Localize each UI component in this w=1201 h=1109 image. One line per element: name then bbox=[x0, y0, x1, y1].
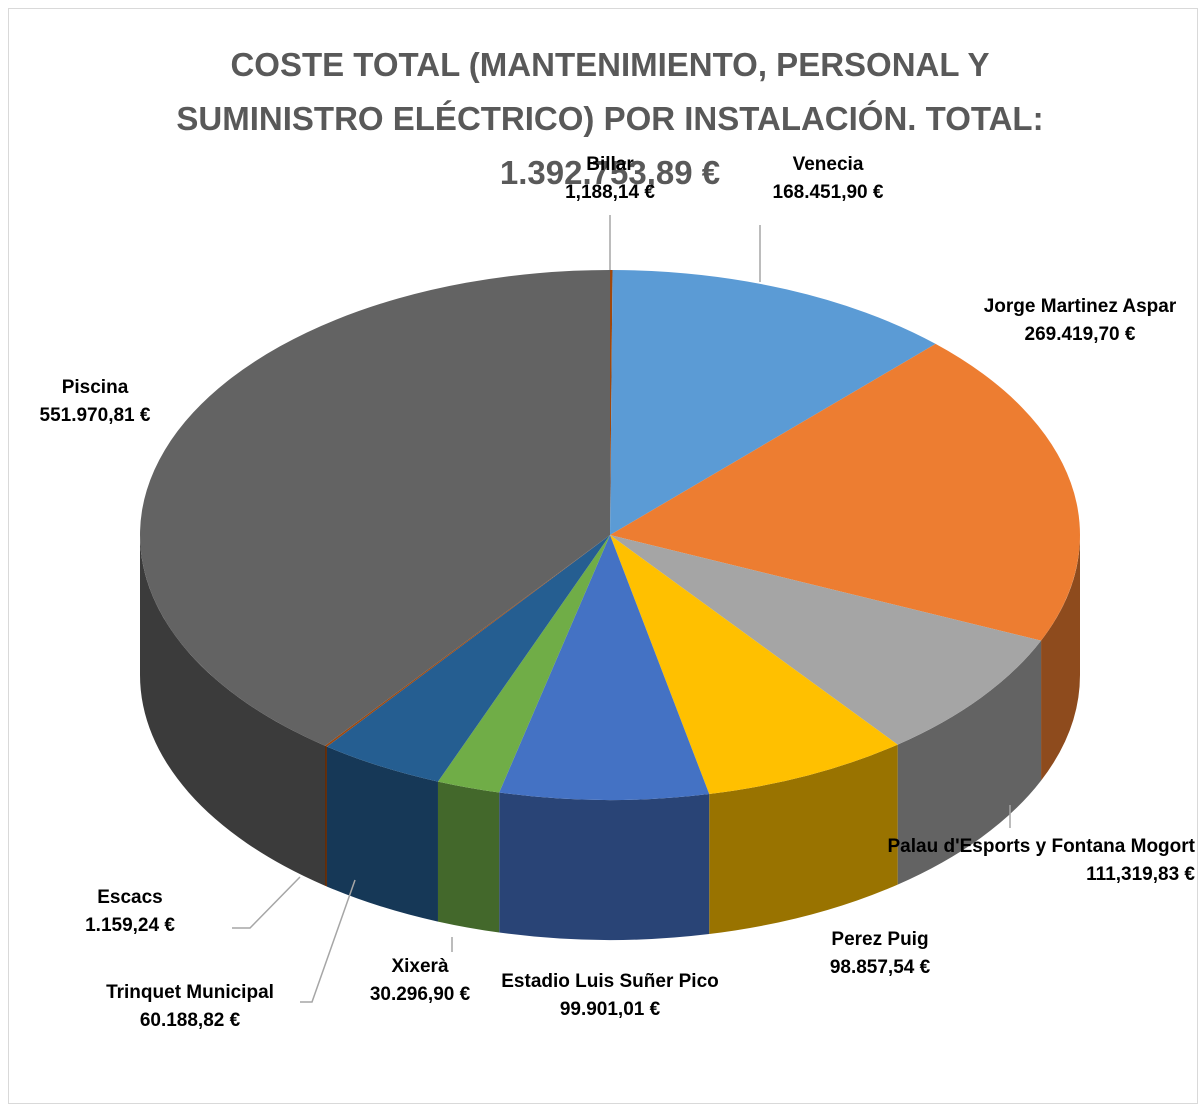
label-value: 99.901,01 € bbox=[560, 999, 661, 1020]
slice bbox=[139, 270, 610, 746]
slice-side bbox=[325, 745, 327, 887]
slice-side bbox=[140, 535, 326, 886]
label-name: Perez Puig bbox=[831, 929, 928, 950]
chart-frame bbox=[8, 8, 1198, 1104]
data-label: Trinquet Municipal 60.188,82 € bbox=[106, 982, 274, 1031]
data-label: Escacs 1.159,24 € bbox=[85, 887, 175, 936]
label-name: Xixerà bbox=[391, 956, 448, 977]
slice-side bbox=[897, 640, 1042, 885]
leader-line bbox=[300, 879, 356, 1003]
slice bbox=[610, 270, 936, 535]
data-label: Palau d'Esports y Fontana Mogort 111,319,… bbox=[888, 836, 1196, 885]
chart-title: COSTE TOTAL (MANTENIMIENTO, PERSONAL Y S… bbox=[176, 46, 1044, 191]
label-value: 168.451,90 € bbox=[773, 182, 884, 203]
slice bbox=[610, 535, 1042, 745]
slice bbox=[325, 535, 610, 747]
label-value: 1,188,14 € bbox=[565, 182, 655, 203]
data-label: Perez Puig 98.857,54 € bbox=[830, 929, 931, 978]
label-value: 60.188,82 € bbox=[140, 1010, 241, 1031]
slice bbox=[610, 270, 613, 535]
slice-side bbox=[499, 792, 710, 940]
slice bbox=[610, 535, 898, 795]
slice bbox=[437, 535, 610, 793]
slice-side bbox=[326, 746, 438, 922]
label-value: 269.419,70 € bbox=[1025, 324, 1136, 345]
label-value: 30.296,90 € bbox=[370, 984, 471, 1005]
data-label: Venecia 168.451,90 € bbox=[773, 154, 884, 203]
label-name: Trinquet Municipal bbox=[106, 982, 274, 1003]
data-label: Jorge Martinez Aspar 269.419,70 € bbox=[984, 296, 1177, 345]
label-value: 551.970,81 € bbox=[40, 405, 151, 426]
label-name: Palau d'Esports y Fontana Mogort bbox=[888, 836, 1196, 857]
label-name: Jorge Martinez Aspar bbox=[984, 296, 1177, 317]
label-name: Escacs bbox=[97, 887, 163, 908]
label-name: Estadio Luis Suñer Pico bbox=[501, 971, 719, 992]
slice bbox=[610, 343, 1080, 641]
data-label: Xixerà 30.296,90 € bbox=[370, 956, 471, 1005]
slice bbox=[499, 535, 710, 800]
data-label: Billar 1,188,14 € bbox=[565, 154, 655, 203]
label-name: Piscina bbox=[62, 377, 129, 398]
label-name: Venecia bbox=[793, 154, 864, 175]
slice-side bbox=[1041, 535, 1080, 781]
slice-side bbox=[709, 744, 898, 935]
slice bbox=[326, 535, 610, 782]
label-value: 1.159,24 € bbox=[85, 915, 175, 936]
leader-line bbox=[232, 876, 301, 929]
label-value: 111,319,83 € bbox=[1086, 864, 1195, 885]
data-label: Piscina 551.970,81 € bbox=[40, 377, 151, 426]
label-value: 98.857,54 € bbox=[830, 957, 931, 978]
slice-side bbox=[437, 781, 500, 933]
label-name: Billar bbox=[586, 154, 634, 175]
data-label: Estadio Luis Suñer Pico 99.901,01 € bbox=[501, 971, 719, 1020]
